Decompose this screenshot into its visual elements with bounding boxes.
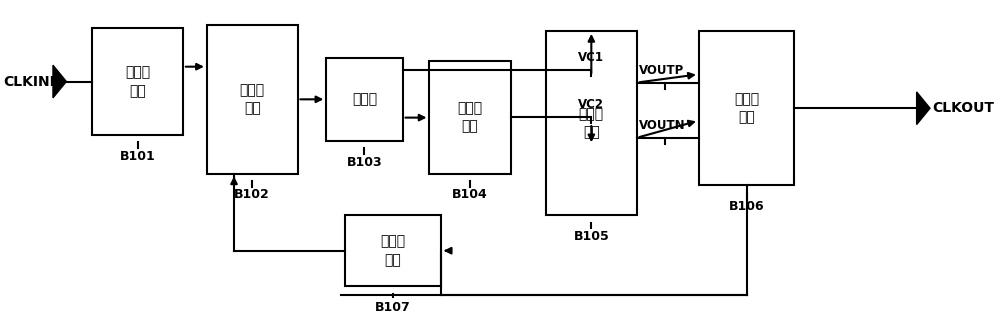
Text: B103: B103: [347, 156, 382, 169]
Text: VC2: VC2: [578, 98, 604, 111]
Text: 电荷泵: 电荷泵: [352, 92, 377, 106]
Text: B107: B107: [375, 301, 411, 314]
Text: VOUTP: VOUTP: [639, 64, 684, 77]
Text: 压控振
荡器: 压控振 荡器: [579, 107, 604, 139]
Bar: [326, 58, 403, 141]
Text: B101: B101: [120, 150, 155, 163]
Text: 输入分
频器: 输入分 频器: [125, 65, 150, 98]
Bar: [699, 31, 794, 186]
Text: VC1: VC1: [578, 51, 604, 64]
Text: 反馈分
频器: 反馈分 频器: [381, 234, 406, 267]
Text: B102: B102: [234, 188, 270, 201]
Bar: [429, 61, 511, 174]
Bar: [546, 31, 637, 215]
Text: 鉴频鉴
相器: 鉴频鉴 相器: [240, 83, 265, 116]
Text: B105: B105: [573, 230, 609, 243]
Text: 环路滤
波器: 环路滤 波器: [457, 101, 483, 133]
Bar: [207, 25, 298, 174]
Polygon shape: [917, 92, 930, 124]
Bar: [92, 28, 183, 135]
Text: CLKOUT: CLKOUT: [932, 101, 994, 115]
Text: B104: B104: [452, 188, 488, 201]
Text: CLKIND: CLKIND: [3, 75, 61, 89]
Bar: [345, 215, 441, 286]
Text: VOUTN: VOUTN: [639, 119, 685, 132]
Polygon shape: [53, 65, 66, 98]
Text: 输出分
频器: 输出分 频器: [734, 92, 759, 124]
Text: B106: B106: [729, 200, 764, 213]
